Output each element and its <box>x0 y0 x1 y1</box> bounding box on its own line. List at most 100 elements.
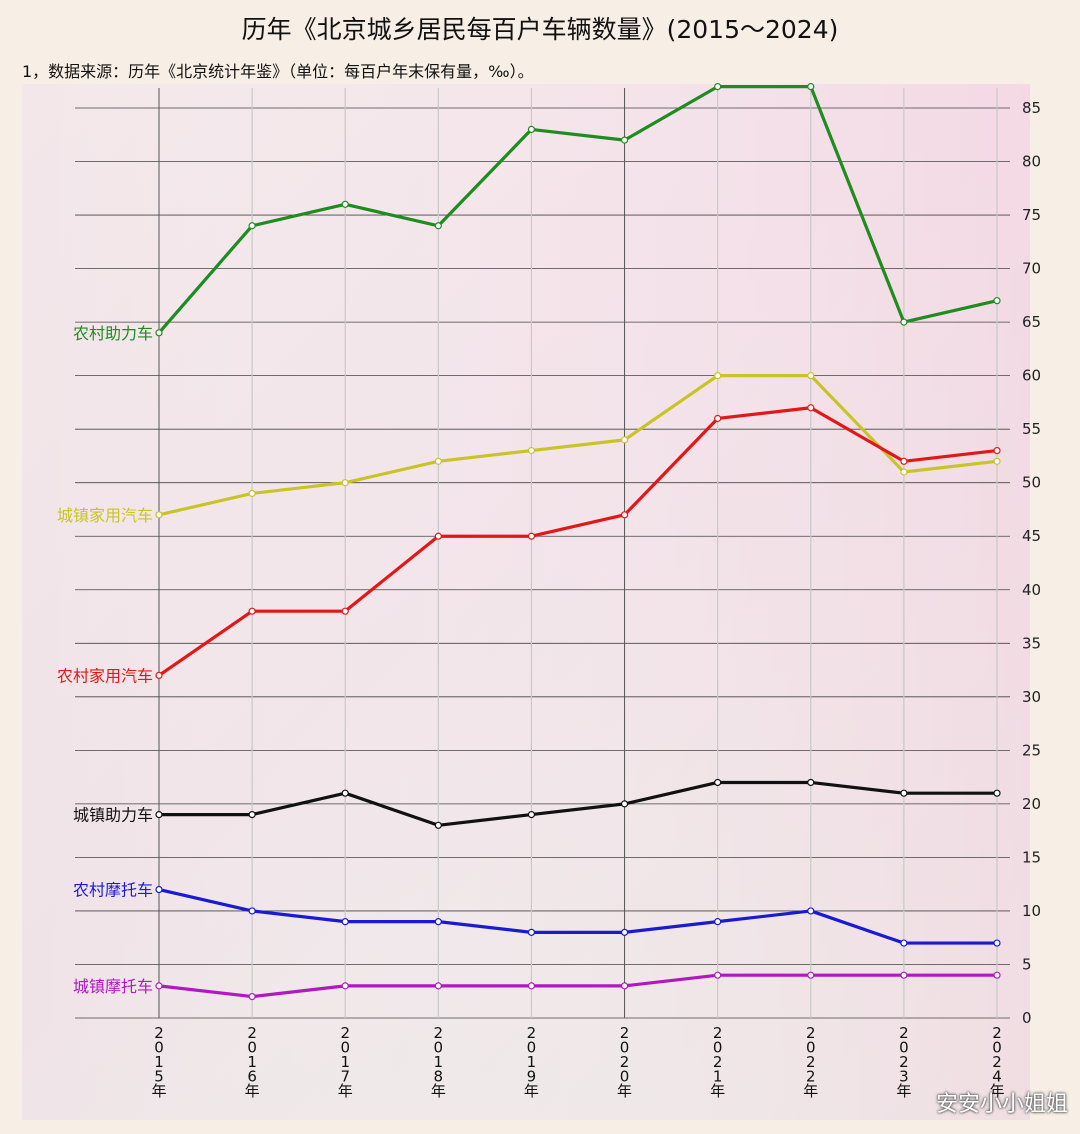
data-point <box>620 436 629 444</box>
data-point <box>434 222 442 230</box>
y-tick-label: 25 <box>1022 741 1041 759</box>
y-tick-label: 0 <box>1022 1009 1032 1027</box>
y-tick-label: 30 <box>1022 688 1041 706</box>
data-point <box>714 372 722 380</box>
data-point <box>807 404 815 412</box>
data-point <box>900 789 908 797</box>
data-point <box>434 457 442 465</box>
data-point <box>434 982 442 990</box>
data-point <box>248 907 256 915</box>
data-point <box>527 810 536 819</box>
series-line <box>158 406 998 677</box>
data-point <box>807 82 815 91</box>
data-point <box>714 414 722 423</box>
data-point <box>620 136 629 144</box>
y-tick-label: 80 <box>1022 153 1041 171</box>
grid-layer <box>75 88 1010 1019</box>
data-point <box>620 928 629 936</box>
y-tick-label: 55 <box>1022 420 1041 438</box>
y-tick-label: 5 <box>1022 955 1032 973</box>
data-point <box>807 372 815 380</box>
data-point <box>434 532 442 540</box>
y-tick-label: 15 <box>1022 848 1041 866</box>
series-label: 城镇助力车 <box>73 806 153 825</box>
y-axis: 0 5 10 15 20 25 30 35 40 45 50 55 60 65 70 75 80 85 <box>1022 99 1041 1027</box>
y-tick-label: 20 <box>1022 795 1041 813</box>
data-point <box>993 789 1001 797</box>
y-tick-label: 45 <box>1022 527 1041 545</box>
data-point <box>900 971 908 979</box>
chart-title: 历年《北京城乡居民每百户车辆数量》(2015～2024) <box>241 15 839 44</box>
x-axis: 2 0 1 5 年 2 0 1 6 年 2 0 1 7 年 2 0 1 8 年 2 0 1 9 年 2 0 2 0 年 2 0 2 1 年 2 0 2 2 年… <box>151 1024 1004 1100</box>
y-tick-label: 85 <box>1022 99 1041 117</box>
data-point <box>155 511 163 519</box>
data-point <box>155 810 163 819</box>
data-point <box>620 982 629 990</box>
data-point <box>248 607 256 615</box>
data-point <box>993 971 1001 979</box>
y-tick-label: 65 <box>1022 313 1041 331</box>
chart-subtitle: 1，数据来源：历年《北京统计年鉴》（单位：每百户年末保有量，‰）。 <box>22 62 534 81</box>
y-tick-label: 35 <box>1022 634 1041 652</box>
y-tick-label: 60 <box>1022 367 1041 385</box>
data-point <box>527 532 536 540</box>
data-point <box>155 329 163 337</box>
data-point <box>807 971 815 979</box>
y-tick-label: 10 <box>1022 902 1041 920</box>
data-point <box>155 982 163 990</box>
series-line <box>158 973 997 999</box>
series-layer <box>155 82 1001 1001</box>
data-point <box>900 468 908 476</box>
data-point <box>807 778 815 787</box>
data-point <box>434 821 442 829</box>
series-label: 农村助力车 <box>73 324 153 343</box>
y-tick-label: 70 <box>1022 260 1041 278</box>
data-point <box>341 607 349 615</box>
data-point <box>527 446 536 455</box>
series-line <box>158 887 997 945</box>
data-point <box>620 800 629 808</box>
y-tick-label: 75 <box>1022 206 1041 224</box>
data-point <box>620 511 629 519</box>
data-point <box>341 200 349 208</box>
series-label: 城镇家用汽车 <box>57 506 153 525</box>
data-point <box>248 810 256 819</box>
series-line <box>158 374 998 517</box>
watermark-text: 安安小小姐姐 <box>935 1092 1068 1117</box>
data-point <box>714 971 722 979</box>
data-point <box>527 125 536 134</box>
data-point <box>341 479 349 487</box>
series-label: 农村摩托车 <box>73 881 153 900</box>
data-point <box>807 907 815 915</box>
data-point <box>714 918 722 926</box>
series-label: 城镇摩托车 <box>73 977 153 996</box>
data-point <box>993 457 1001 465</box>
data-point <box>248 222 256 230</box>
data-point <box>993 939 1001 947</box>
data-point <box>714 82 722 91</box>
data-point <box>155 671 163 680</box>
data-point <box>341 789 349 797</box>
data-point <box>527 982 536 990</box>
data-point <box>248 992 256 1001</box>
series-label: 农村家用汽车 <box>57 666 153 685</box>
data-point <box>248 489 256 498</box>
data-point <box>341 918 349 926</box>
data-point <box>993 446 1001 455</box>
data-point <box>993 297 1001 305</box>
data-point <box>155 885 163 894</box>
data-point <box>900 318 908 326</box>
data-point <box>341 982 349 990</box>
series-line <box>157 84 998 334</box>
